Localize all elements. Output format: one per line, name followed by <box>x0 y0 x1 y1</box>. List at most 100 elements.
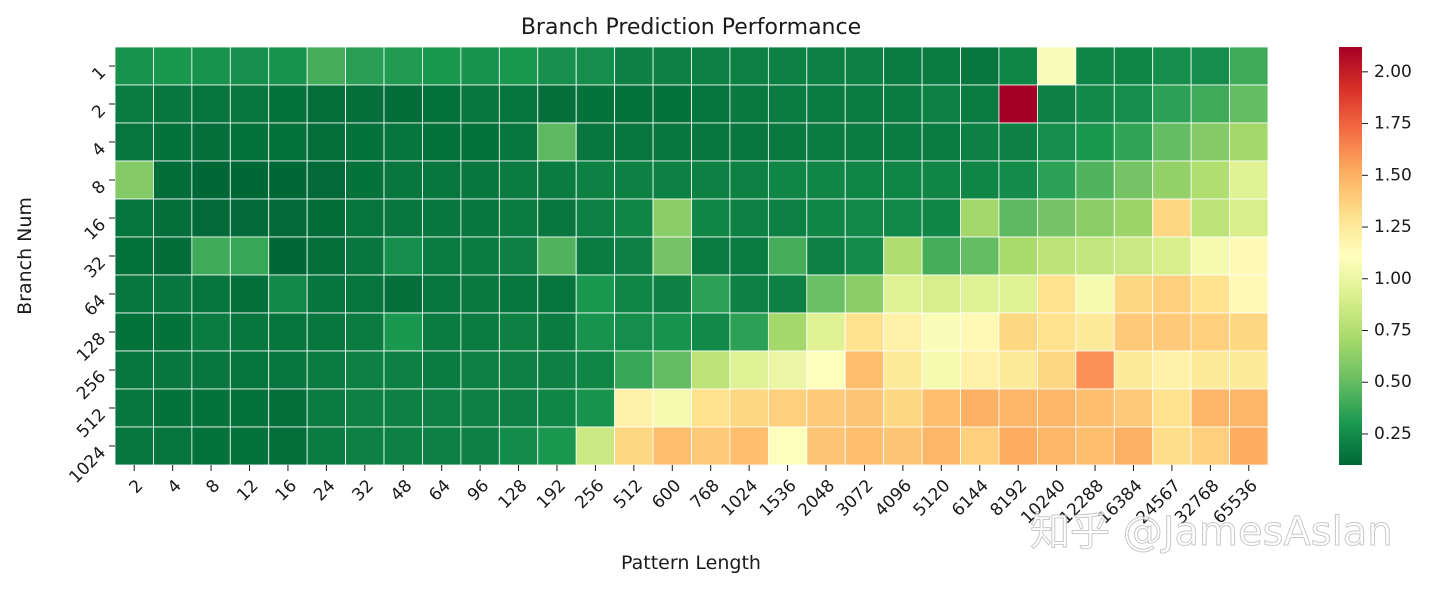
heatmap-cell-64-128 <box>498 274 539 314</box>
x-tick-label: 96 <box>464 476 493 505</box>
heatmap-cell-64-8 <box>191 274 231 314</box>
colorbar-tick-label: 0.75 <box>1374 320 1412 340</box>
heatmap-cell-8-32 <box>345 160 385 200</box>
heatmap-cell-32-32768 <box>1190 236 1230 276</box>
colorbar-tick-label: 2.00 <box>1374 62 1412 82</box>
heatmap-cell-8-3072 <box>844 160 885 200</box>
heatmap-cell-64-12 <box>229 274 270 314</box>
heatmap-cell-128-2 <box>114 312 154 352</box>
heatmap-cell-256-1024 <box>729 350 769 390</box>
heatmap-cell-256-2048 <box>806 350 846 390</box>
heatmap-cell-4-512 <box>614 122 654 162</box>
heatmap-cell-128-4 <box>153 312 193 352</box>
heatmap-cell-16-512 <box>614 198 654 238</box>
x-tick-label: 8 <box>202 476 224 498</box>
heatmap-cell-128-12 <box>229 312 270 352</box>
heatmap-cell-2-6144 <box>960 84 1000 124</box>
heatmap-cell-8-16 <box>268 160 308 200</box>
heatmap-cell-1-4096 <box>883 46 923 86</box>
y-tick-label: 16 <box>81 215 110 244</box>
heatmap-cell-256-512 <box>614 350 654 390</box>
heatmap-cell-2-8 <box>191 84 231 124</box>
heatmap-cell-4-8192 <box>998 122 1038 162</box>
x-axis-label: Pattern Length <box>621 552 761 574</box>
heatmap-cell-1024-8 <box>191 426 231 466</box>
heatmap-cell-4-3072 <box>844 122 885 162</box>
colorbar-tick-label: 1.50 <box>1374 165 1412 185</box>
heatmap-cell-64-2 <box>114 274 154 314</box>
heatmap-cell-2-512 <box>614 84 654 124</box>
heatmap-cell-16-12 <box>229 198 270 238</box>
heatmap-cell-256-768 <box>691 350 731 390</box>
heatmap-cell-16-8192 <box>998 198 1038 238</box>
heatmap-cell-512-2 <box>114 388 154 428</box>
heatmap-cell-2-24567 <box>1152 84 1192 124</box>
heatmap-cell-4-600 <box>652 122 692 162</box>
heatmap-cell-128-4096 <box>883 312 923 352</box>
heatmap-cell-2-5120 <box>921 84 961 124</box>
colorbar-gradient <box>1339 47 1362 465</box>
heatmap-cell-64-24567 <box>1152 274 1192 314</box>
x-tick-label: 5120 <box>910 476 955 521</box>
heatmap-cell-8-5120 <box>921 160 961 200</box>
colorbar-tick-label: 1.25 <box>1374 217 1412 237</box>
heatmap-cell-32-10240 <box>1037 236 1077 276</box>
heatmap-cell-128-32768 <box>1190 312 1230 352</box>
heatmap-cell-16-4 <box>153 198 193 238</box>
x-tick-label: 256 <box>571 476 608 513</box>
heatmap-cell-16-12288 <box>1075 198 1115 238</box>
heatmap-cell-1-3072 <box>844 46 885 86</box>
heatmap-cell-1-192 <box>537 46 577 86</box>
heatmap-cell-1024-32768 <box>1190 426 1230 466</box>
y-tick-label: 1024 <box>65 443 110 488</box>
heatmap-cell-2-10240 <box>1037 84 1077 124</box>
x-tick-label: 12 <box>233 476 262 505</box>
heatmap-cell-32-8192 <box>998 236 1038 276</box>
heatmap-cell-1-24567 <box>1152 46 1192 86</box>
heatmap-cell-64-4 <box>153 274 193 314</box>
heatmap-cell-256-24567 <box>1152 350 1192 390</box>
heatmap-cell-256-16 <box>268 350 308 390</box>
x-tick-label: 64 <box>425 476 454 505</box>
heatmap-cell-256-48 <box>383 350 423 390</box>
heatmap-cell-4-768 <box>691 122 731 162</box>
heatmap-cell-512-512 <box>614 388 654 428</box>
heatmap-cell-16-2 <box>114 198 154 238</box>
heatmap-cell-1-6144 <box>960 46 1000 86</box>
heatmap-cell-512-16384 <box>1113 388 1154 428</box>
heatmap-cell-32-24 <box>306 236 346 276</box>
heatmap-cell-4-8 <box>191 122 231 162</box>
heatmap-cell-4-1536 <box>767 122 808 162</box>
heatmap-cell-1-8 <box>191 46 231 86</box>
heatmap-cell-32-1024 <box>729 236 769 276</box>
heatmap-cell-256-12288 <box>1075 350 1115 390</box>
heatmap-cell-32-2 <box>114 236 154 276</box>
heatmap-cell-1-128 <box>498 46 539 86</box>
heatmap-cell-1-10240 <box>1037 46 1077 86</box>
heatmap-cell-512-3072 <box>844 388 885 428</box>
heatmap-cell-4-2048 <box>806 122 846 162</box>
heatmap-cell-8-65536 <box>1229 160 1269 200</box>
chart-title: Branch Prediction Performance <box>521 15 861 40</box>
heatmap-cell-16-32 <box>345 198 385 238</box>
heatmap-cell-16-16384 <box>1113 198 1154 238</box>
heatmap-cell-2-16 <box>268 84 308 124</box>
heatmap-cell-64-16384 <box>1113 274 1154 314</box>
heatmap-cell-2-8192 <box>998 84 1038 124</box>
heatmap-cell-4-32 <box>345 122 385 162</box>
colorbar-tick-label: 0.25 <box>1374 424 1412 444</box>
heatmap-cell-1-12 <box>229 46 270 86</box>
heatmap-cells <box>114 46 1269 466</box>
heatmap-cell-2-2 <box>114 84 154 124</box>
heatmap-cell-64-1536 <box>767 274 808 314</box>
heatmap-cell-256-2 <box>114 350 154 390</box>
heatmap-cell-4-10240 <box>1037 122 1077 162</box>
heatmap-cell-256-256 <box>575 350 616 390</box>
heatmap-cell-1024-3072 <box>844 426 885 466</box>
x-tick-label: 2 <box>125 476 147 498</box>
heatmap-cell-2-600 <box>652 84 692 124</box>
heatmap-cell-256-8192 <box>998 350 1038 390</box>
heatmap-cell-1024-16 <box>268 426 308 466</box>
heatmap-cell-1-16384 <box>1113 46 1154 86</box>
